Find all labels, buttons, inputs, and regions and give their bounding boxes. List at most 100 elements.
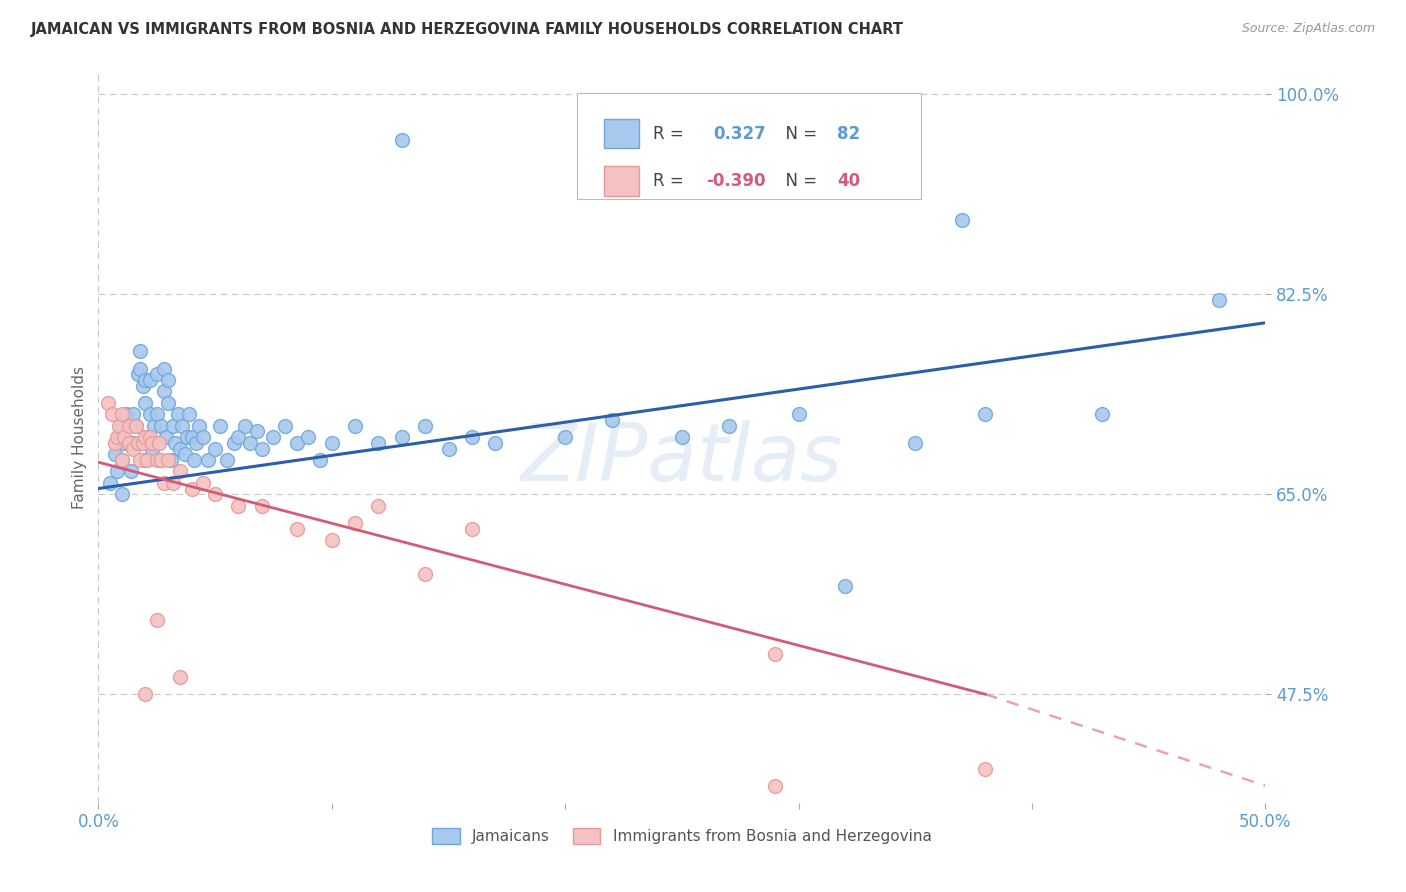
Point (787, 407, 810, 421)
Point (111, 487, 134, 501)
Point (193, 430, 215, 444)
Point (134, 430, 156, 444)
Point (321, 533, 343, 547)
Point (950, 213, 973, 227)
Point (104, 435, 127, 450)
Point (974, 407, 997, 421)
Point (111, 418, 134, 433)
Point (148, 453, 170, 467)
Point (186, 435, 208, 450)
Point (367, 499, 389, 513)
Bar (603, 167, 638, 195)
Point (120, 464, 142, 478)
Point (125, 418, 148, 433)
Point (148, 435, 170, 450)
Point (208, 418, 231, 433)
Point (173, 447, 195, 461)
Point (344, 418, 367, 433)
Point (105, 430, 128, 444)
Point (763, 647, 786, 661)
Legend: Jamaicans, Immigrants from Bosnia and Herzegovina: Jamaicans, Immigrants from Bosnia and He… (426, 822, 938, 850)
Point (834, 579, 856, 593)
Point (150, 453, 173, 467)
Point (344, 516, 367, 530)
Point (136, 430, 159, 444)
Point (176, 430, 198, 444)
Point (222, 435, 245, 450)
Point (180, 430, 202, 444)
Point (228, 430, 250, 444)
Point (193, 475, 215, 490)
Point (157, 396, 180, 410)
Point (108, 430, 131, 444)
Text: R =: R = (652, 172, 689, 190)
Point (285, 435, 308, 450)
Text: 82: 82 (837, 125, 860, 143)
Bar (603, 119, 638, 148)
Point (172, 418, 194, 433)
Point (183, 453, 205, 467)
Point (235, 418, 257, 433)
Point (321, 435, 343, 450)
Point (112, 435, 135, 450)
Point (111, 453, 134, 467)
Text: N =: N = (775, 125, 823, 143)
Point (129, 361, 152, 376)
Point (125, 418, 148, 433)
Point (162, 418, 184, 433)
Point (309, 453, 332, 467)
Point (162, 475, 184, 490)
Point (127, 435, 149, 450)
Point (413, 567, 436, 582)
Text: -0.390: -0.390 (706, 172, 766, 190)
Point (118, 435, 141, 450)
Point (717, 418, 740, 433)
Point (204, 487, 226, 501)
Point (141, 435, 163, 450)
Point (484, 435, 506, 450)
Point (146, 613, 169, 627)
Point (250, 499, 273, 513)
Point (146, 453, 169, 467)
Point (215, 453, 238, 467)
Point (139, 373, 162, 387)
Point (122, 407, 145, 421)
Text: N =: N = (775, 172, 823, 190)
Point (134, 373, 156, 387)
Point (246, 425, 269, 439)
Point (97, 396, 120, 410)
Point (105, 464, 128, 478)
Point (111, 453, 134, 467)
Point (118, 418, 141, 433)
Point (179, 407, 201, 421)
Text: 40: 40 (837, 172, 860, 190)
Point (157, 453, 180, 467)
Point (112, 430, 135, 444)
Point (141, 442, 163, 456)
Point (108, 418, 131, 433)
Point (1091, 407, 1114, 421)
Point (904, 435, 927, 450)
Point (118, 435, 141, 450)
Point (391, 430, 413, 444)
Point (157, 373, 180, 387)
Point (763, 779, 786, 793)
Point (146, 368, 169, 382)
Point (152, 475, 174, 490)
Point (122, 435, 145, 450)
Y-axis label: Family Households: Family Households (72, 366, 87, 508)
Point (111, 407, 134, 421)
Point (274, 418, 297, 433)
Point (461, 521, 484, 535)
Point (143, 418, 166, 433)
Point (127, 368, 149, 382)
Point (166, 407, 188, 421)
Text: R =: R = (652, 125, 695, 143)
Text: ZIPatlas: ZIPatlas (520, 420, 844, 498)
Point (1208, 293, 1230, 307)
Point (132, 435, 155, 450)
Point (155, 430, 177, 444)
Point (437, 442, 460, 456)
Point (115, 407, 138, 421)
Point (146, 407, 169, 421)
